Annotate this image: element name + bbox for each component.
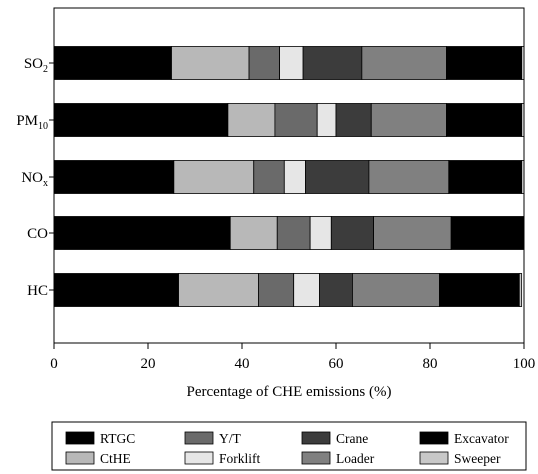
bar-segment-co-cthe xyxy=(229,216,278,250)
legend-swatch-yt xyxy=(184,431,214,445)
y-axis-labels: SO2 PM10 NOx CO HC xyxy=(16,56,54,299)
bar-segment-hc-sweeper xyxy=(518,273,523,307)
y-category-subscript: 10 xyxy=(38,121,48,132)
bar-segment-hc-yt xyxy=(258,273,295,307)
legend-label: RTGC xyxy=(100,431,135,446)
legend-swatch-forklift xyxy=(184,451,214,465)
legend-swatch-cthe xyxy=(65,451,95,465)
bar-segment-nox-crane xyxy=(305,160,370,194)
bar-segment-pm10-yt xyxy=(274,103,318,137)
bar-segment-hc-excavator xyxy=(438,273,520,307)
bar-segment-hc-cthe xyxy=(178,273,259,307)
bar-segment-co-rtgc xyxy=(53,216,231,250)
bar-segment-nox-rtgc xyxy=(53,160,175,194)
bar-segment-hc-rtgc xyxy=(53,273,179,307)
legend-label: Excavator xyxy=(454,431,509,446)
x-tick-label: 100 xyxy=(513,356,536,372)
bars-layer xyxy=(53,46,525,307)
y-category-base: SO xyxy=(24,56,43,72)
bar-segment-nox-sweeper xyxy=(521,160,525,194)
bar-segment-so2-cthe xyxy=(171,46,250,80)
x-tick-label: 0 xyxy=(50,356,58,372)
bar-segment-nox-excavator xyxy=(448,160,523,194)
bar-segment-so2-sweeper xyxy=(521,46,525,80)
bar-segment-so2-rtgc xyxy=(53,46,172,80)
bar-segment-co-forklift xyxy=(309,216,332,250)
bar-segment-co-excavator xyxy=(450,216,525,250)
legend: RTGC CtHE Y/T Forklift Crane Loader Excavator S… xyxy=(65,431,509,466)
y-category-subscript: x xyxy=(43,178,48,189)
bar-segment-nox-yt xyxy=(253,160,285,194)
bar-segment-pm10-sweeper xyxy=(521,103,525,137)
bar-segment-so2-crane xyxy=(302,46,363,80)
legend-label: Sweeper xyxy=(454,451,501,466)
legend-swatch-rtgc xyxy=(65,431,95,445)
x-tick-label: 60 xyxy=(329,356,344,372)
bar-segment-pm10-loader xyxy=(370,103,447,137)
legend-label: Y/T xyxy=(219,431,242,446)
bar-segment-nox-cthe xyxy=(173,160,255,194)
legend-label: Loader xyxy=(336,451,375,466)
bar-segment-pm10-excavator xyxy=(446,103,523,137)
y-category-base: CO xyxy=(27,226,48,242)
bar-segment-nox-forklift xyxy=(283,160,306,194)
legend-swatch-sweeper xyxy=(419,451,449,465)
legend-label: Crane xyxy=(336,431,368,446)
bar-segment-pm10-rtgc xyxy=(53,103,229,137)
legend-swatch-excavator xyxy=(419,431,449,445)
y-category-label: CO xyxy=(27,226,48,242)
y-category-base: HC xyxy=(27,283,48,299)
bar-segment-hc-loader xyxy=(352,273,440,307)
x-tick-label: 20 xyxy=(141,356,156,372)
bar-segment-pm10-crane xyxy=(335,103,372,137)
x-tick-label: 80 xyxy=(423,356,438,372)
x-axis-title: Percentage of CHE emissions (%) xyxy=(187,384,392,400)
x-axis-ticks: 0 20 40 60 80 100 xyxy=(50,343,535,372)
bar-segment-pm10-forklift xyxy=(316,103,337,137)
bar-segment-hc-crane xyxy=(319,273,353,307)
bar-segment-co-crane xyxy=(330,216,374,250)
bar-segment-nox-loader xyxy=(368,160,450,194)
bar-segment-so2-yt xyxy=(248,46,281,80)
bar-segment-so2-excavator xyxy=(446,46,523,80)
y-category-base: NO xyxy=(21,170,43,186)
bar-segment-hc-forklift xyxy=(293,273,320,307)
y-category-label: SO2 xyxy=(24,56,48,75)
x-tick-label: 40 xyxy=(235,356,250,372)
legend-label: Forklift xyxy=(219,451,261,466)
legend-swatch-crane xyxy=(301,431,331,445)
bar-segment-co-yt xyxy=(276,216,311,250)
legend-label: CtHE xyxy=(100,451,131,466)
legend-swatch-loader xyxy=(301,451,331,465)
bar-segment-co-loader xyxy=(373,216,452,250)
bar-segment-so2-loader xyxy=(361,46,447,80)
y-category-label: PM10 xyxy=(16,113,48,132)
y-category-base: PM xyxy=(16,113,38,129)
y-category-label: HC xyxy=(27,283,48,299)
bar-segment-so2-forklift xyxy=(279,46,304,80)
y-category-subscript: 2 xyxy=(43,64,48,75)
y-category-label: NOx xyxy=(21,170,48,189)
bar-segment-pm10-cthe xyxy=(227,103,276,137)
